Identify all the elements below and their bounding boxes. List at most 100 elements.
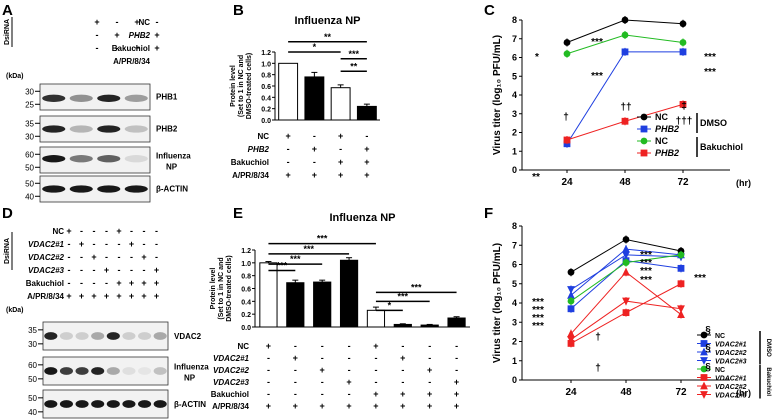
condition-sign: + xyxy=(285,131,290,141)
blot-band xyxy=(124,155,148,163)
legend-label: NC xyxy=(715,367,725,374)
blot-band xyxy=(106,367,120,375)
condition-sign: + xyxy=(91,291,96,301)
blot-name: Influenza xyxy=(156,152,191,161)
bar xyxy=(420,324,439,328)
condition-sign: - xyxy=(374,353,377,363)
data-point xyxy=(640,137,648,145)
condition-sign: - xyxy=(321,353,324,363)
kda-marker: 30 xyxy=(25,87,34,96)
legend-group-label: DMSO xyxy=(700,118,727,128)
condition-label: Bakuchiol xyxy=(112,44,150,53)
condition-sign: - xyxy=(321,389,324,399)
condition-sign: - xyxy=(116,43,119,53)
condition-sign: - xyxy=(455,365,458,375)
panel-letter-e: E xyxy=(233,205,244,222)
data-point xyxy=(640,149,648,157)
significance-label: *** xyxy=(532,297,544,308)
bar xyxy=(339,259,359,328)
y-tick-label: 1 xyxy=(512,146,517,156)
condition-sign: - xyxy=(96,30,99,40)
bar xyxy=(393,323,412,328)
condition-sign: - xyxy=(80,278,83,288)
line-chart-f: 0 1 2 3 4 5 6 7 8 24 48 72 (hr) Virus titer (log₁₀ PF… xyxy=(492,221,771,400)
condition-label: Bakuchiol xyxy=(231,158,269,167)
condition-sign: - xyxy=(321,377,324,387)
condition-sign: + xyxy=(454,377,459,387)
data-point xyxy=(567,305,575,313)
condition-sign: + xyxy=(285,170,290,180)
blot-panel-d: NC + - - - + - - -VDAC2#1- + - - - + - -VDAC2#2- - + - - - + -… xyxy=(4,226,209,419)
significance-label: *** xyxy=(303,244,314,254)
blot-band xyxy=(138,400,152,408)
data-point xyxy=(563,39,571,46)
condition-sign: + xyxy=(364,157,369,167)
significance-label: *** xyxy=(704,67,716,78)
condition-sign: - xyxy=(143,226,146,236)
blot-name: β-ACTIN xyxy=(174,400,206,409)
condition-sign: - xyxy=(348,365,351,375)
blot-panel-a: NC+ - + -PHB2- + - +Bakuchiol- - + +A/PR/8/34DsiR… xyxy=(4,17,191,203)
y-tick-label: 0.6 xyxy=(261,84,271,91)
legend-group-label: Bakuchiol xyxy=(700,142,743,152)
blot-name: NP xyxy=(184,374,196,383)
condition-sign: - xyxy=(401,377,404,387)
condition-sign: + xyxy=(116,226,121,236)
condition-sign: - xyxy=(116,17,119,27)
kda-label: (kDa) xyxy=(6,307,24,314)
condition-sign: + xyxy=(400,389,405,399)
blot-band xyxy=(75,367,89,375)
data-point xyxy=(622,297,630,306)
data-point xyxy=(622,259,630,266)
legend-label: VDAC2#3 xyxy=(715,359,747,366)
y-axis-label: Protein level xyxy=(230,65,237,107)
data-point xyxy=(700,365,708,373)
kda-marker: 35 xyxy=(25,119,34,128)
significance-label: †† xyxy=(620,102,631,113)
data-point xyxy=(621,48,629,56)
x-tick-label: 72 xyxy=(677,177,689,188)
significance-label: *** xyxy=(591,37,603,48)
condition-sign: + xyxy=(373,401,378,411)
condition-sign: + xyxy=(427,365,432,375)
condition-label: NC xyxy=(257,132,269,141)
condition-sign: - xyxy=(130,226,133,236)
condition-sign: - xyxy=(130,265,133,275)
blot-band xyxy=(106,332,120,340)
data-point xyxy=(677,310,685,318)
significance-label: *** xyxy=(704,52,716,63)
condition-sign: + xyxy=(454,389,459,399)
significance-label: ** xyxy=(350,61,358,71)
condition-sign: + xyxy=(141,278,146,288)
condition-label: VDAC2#3 xyxy=(213,378,250,387)
y-axis-label: Virus titer (log₁₀ PFU/mL) xyxy=(492,243,503,363)
significance-label: *** xyxy=(532,305,544,316)
data-point xyxy=(622,267,630,276)
data-point xyxy=(567,268,575,276)
kda-marker: 40 xyxy=(28,408,37,417)
y-tick-label: 1 xyxy=(512,356,517,366)
y-tick-label: 1.2 xyxy=(261,50,271,57)
condition-sign: - xyxy=(287,144,290,154)
data-point xyxy=(679,39,687,46)
x-tick-label: 48 xyxy=(619,177,631,188)
data-point xyxy=(700,340,708,347)
condition-sign: + xyxy=(79,291,84,301)
panel-letter-f: F xyxy=(484,205,494,222)
kda-marker: 25 xyxy=(25,100,34,109)
condition-label: PHB2 xyxy=(248,145,270,154)
blot-band xyxy=(42,125,66,133)
chart-title: Influenza NP xyxy=(294,15,360,27)
blot-name: NP xyxy=(166,163,178,172)
data-point xyxy=(677,280,685,288)
condition-sign: + xyxy=(293,353,298,363)
data-point xyxy=(567,290,575,299)
y-axis-label: Protein level xyxy=(210,268,217,310)
significance-label: *** xyxy=(277,261,288,271)
data-point xyxy=(622,309,630,317)
condition-sign: + xyxy=(104,265,109,275)
y-tick-label: 0.0 xyxy=(241,325,251,332)
legend-label: VDAC2#2 xyxy=(715,384,747,391)
data-point xyxy=(622,251,630,260)
legend-label: NC xyxy=(655,112,668,122)
